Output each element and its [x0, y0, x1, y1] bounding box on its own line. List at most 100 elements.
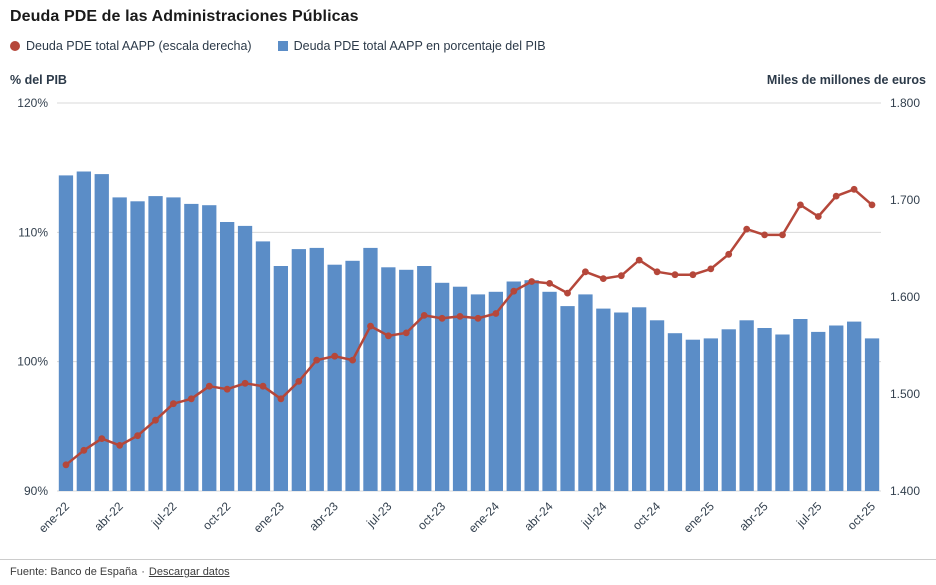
line-point[interactable]	[779, 231, 786, 239]
line-point[interactable]	[546, 280, 553, 287]
line-point[interactable]	[797, 201, 804, 209]
line-point[interactable]	[134, 432, 142, 440]
line-point[interactable]	[62, 461, 70, 469]
bar[interactable]	[649, 320, 665, 491]
line-point[interactable]	[277, 395, 285, 403]
bar[interactable]	[399, 269, 414, 491]
bar[interactable]	[309, 247, 324, 491]
line-point[interactable]	[170, 400, 177, 408]
bar[interactable]	[327, 264, 342, 491]
line-point[interactable]	[420, 312, 428, 319]
line-point[interactable]	[241, 379, 249, 387]
line-point[interactable]	[617, 272, 625, 280]
line-point[interactable]	[635, 256, 643, 264]
line-point[interactable]	[385, 332, 392, 340]
bar[interactable]	[488, 291, 503, 491]
bar[interactable]	[542, 291, 557, 491]
line-point[interactable]	[564, 289, 571, 297]
line-point[interactable]	[689, 271, 697, 279]
bar[interactable]	[560, 306, 575, 491]
bar[interactable]	[614, 312, 629, 492]
line-point[interactable]	[474, 314, 482, 322]
line-point[interactable]	[187, 395, 195, 403]
bar[interactable]	[202, 205, 217, 491]
line-point[interactable]	[205, 382, 213, 390]
line-point[interactable]	[814, 213, 822, 220]
line-point[interactable]	[349, 356, 356, 364]
line-point[interactable]	[116, 442, 124, 449]
bar[interactable]	[506, 281, 521, 492]
line-point[interactable]	[402, 329, 410, 337]
legend-marker-square-icon	[277, 41, 288, 51]
bar[interactable]	[703, 338, 718, 491]
line-point[interactable]	[725, 250, 733, 258]
bar[interactable]	[452, 286, 468, 491]
bar[interactable]	[596, 308, 611, 491]
bar[interactable]	[130, 201, 145, 492]
bar[interactable]	[94, 174, 109, 491]
line-point[interactable]	[456, 313, 464, 320]
x-axis-tick-label: jul-25	[793, 499, 825, 531]
bar[interactable]	[632, 307, 647, 491]
line-point[interactable]	[707, 265, 715, 273]
line-point[interactable]	[223, 385, 231, 393]
line-point[interactable]	[492, 310, 500, 317]
line-point[interactable]	[528, 278, 536, 285]
bar[interactable]	[184, 203, 199, 491]
bar[interactable]	[829, 325, 844, 492]
line-point[interactable]	[582, 268, 589, 276]
bar[interactable]	[435, 282, 450, 491]
bar[interactable]	[757, 328, 772, 491]
bar[interactable]	[148, 196, 163, 491]
line-point[interactable]	[367, 322, 374, 330]
bar[interactable]	[345, 260, 360, 491]
bar[interactable]	[237, 225, 253, 491]
legend-label-line-series: Deuda PDE total AAPP (escala derecha)	[26, 39, 252, 53]
bar[interactable]	[578, 294, 593, 491]
bar[interactable]	[811, 331, 826, 491]
line-point[interactable]	[438, 314, 446, 322]
line-point[interactable]	[850, 185, 858, 193]
bar[interactable]	[739, 320, 754, 491]
bar[interactable]	[524, 280, 539, 491]
bar[interactable]	[220, 222, 235, 491]
line-point[interactable]	[295, 378, 303, 385]
bar[interactable]	[363, 247, 378, 491]
x-axis-tick-label: oct-23	[415, 499, 449, 533]
bar[interactable]	[166, 197, 181, 491]
legend-item-line-series[interactable]: Deuda PDE total AAPP (escala derecha)	[10, 39, 252, 53]
bar[interactable]	[847, 321, 862, 491]
bar[interactable]	[721, 329, 736, 491]
bar[interactable]	[470, 294, 486, 491]
bar[interactable]	[112, 197, 127, 491]
bar[interactable]	[381, 267, 396, 491]
bar[interactable]	[667, 333, 683, 491]
line-point[interactable]	[259, 382, 267, 390]
legend-item-bar-series[interactable]: Deuda PDE total AAPP en porcentaje del P…	[277, 39, 546, 53]
line-point[interactable]	[510, 287, 518, 295]
bar[interactable]	[417, 266, 432, 491]
bar[interactable]	[273, 266, 288, 491]
line-point[interactable]	[743, 225, 751, 233]
x-axis-tick-label: ene-23	[251, 499, 288, 536]
bar[interactable]	[255, 241, 271, 491]
line-point[interactable]	[98, 435, 106, 442]
line-point[interactable]	[832, 192, 840, 200]
line-point[interactable]	[653, 268, 661, 276]
line-point[interactable]	[152, 416, 159, 424]
line-point[interactable]	[868, 201, 876, 209]
bar[interactable]	[864, 338, 880, 491]
line-point[interactable]	[331, 352, 339, 360]
bar[interactable]	[291, 249, 306, 491]
bar[interactable]	[58, 175, 74, 491]
bar[interactable]	[76, 171, 91, 492]
line-point[interactable]	[671, 271, 679, 279]
line-point[interactable]	[80, 446, 88, 454]
line-point[interactable]	[761, 231, 768, 239]
bar[interactable]	[775, 334, 790, 492]
bar[interactable]	[685, 339, 700, 491]
download-data-link[interactable]: Descargar datos	[148, 566, 230, 578]
line-point[interactable]	[599, 275, 607, 282]
bar[interactable]	[793, 319, 808, 491]
line-point[interactable]	[313, 356, 321, 364]
